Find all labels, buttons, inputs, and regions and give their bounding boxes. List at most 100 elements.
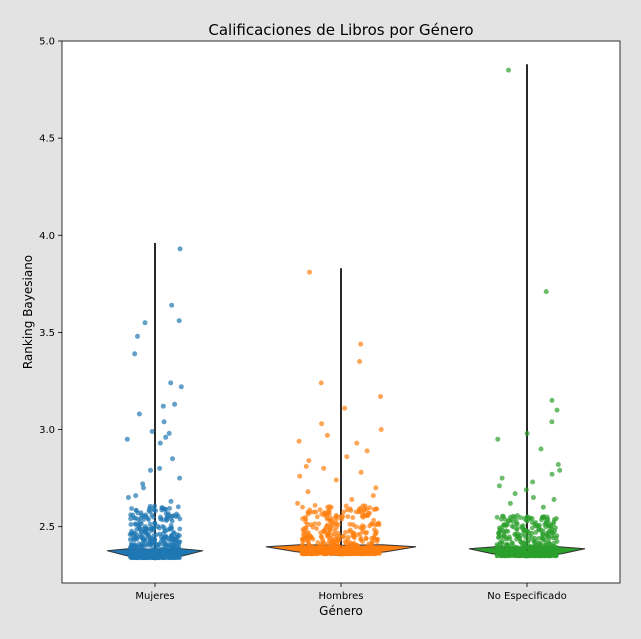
strip-point [333, 522, 339, 527]
strip-point [505, 518, 511, 524]
strip-point [541, 549, 547, 555]
outlier-point [136, 411, 142, 417]
outlier-point [557, 467, 563, 473]
strip-point [536, 523, 542, 529]
outlier-point [157, 465, 163, 471]
strip-point [334, 517, 339, 522]
outlier-point [358, 341, 364, 347]
strip-point [134, 527, 140, 532]
strip-point [309, 544, 315, 549]
outlier-point [295, 500, 301, 506]
strip-point [540, 528, 546, 534]
strip-point [372, 535, 377, 541]
strip-point [165, 535, 171, 541]
strip-point [172, 553, 178, 558]
x-tick-label: No Especificado [487, 591, 566, 602]
outlier-point [149, 429, 155, 434]
chart-title: Calificaciones de Libros por Género [208, 21, 473, 39]
strip-point [533, 520, 539, 525]
strip-point [134, 532, 140, 538]
y-tick-label: 4.0 [39, 231, 55, 242]
strip-point [321, 545, 327, 551]
strip-point [347, 506, 353, 512]
strip-point [359, 546, 364, 552]
strip-point [516, 550, 522, 556]
strip-point [543, 524, 549, 530]
strip-point [369, 541, 375, 547]
strip-point [317, 507, 323, 513]
strip-point [314, 546, 320, 551]
strip-point [322, 511, 328, 516]
outlier-point [540, 504, 546, 510]
strip-point [529, 531, 535, 536]
outlier-point [523, 487, 529, 493]
strip-point [341, 509, 346, 515]
strip-point [547, 546, 553, 552]
strip-point [355, 532, 360, 537]
strip-point [536, 543, 542, 549]
strip-point [152, 503, 158, 509]
strip-point [539, 514, 545, 520]
strip-point [532, 535, 538, 541]
outlier-point [177, 475, 183, 481]
outlier-point [349, 497, 355, 502]
strip-point [329, 547, 334, 553]
outlier-point [170, 456, 175, 462]
strip-point [164, 518, 169, 523]
strip-point [545, 517, 551, 522]
strip-point [351, 550, 356, 556]
strip-point [314, 514, 320, 520]
strip-point [326, 508, 332, 514]
strip-point [329, 541, 335, 546]
strip-point [299, 542, 305, 548]
strip-point [338, 550, 343, 555]
strip-point [174, 541, 180, 547]
strip-point [497, 532, 502, 537]
outlier-point [358, 469, 364, 475]
strip-point [151, 541, 157, 547]
strip-point [340, 533, 346, 539]
strip-point [129, 554, 135, 560]
strip-point [165, 553, 170, 558]
outlier-point [307, 269, 312, 275]
strip-point [335, 536, 341, 542]
outlier-point [166, 430, 172, 436]
y-tick-label: 4.5 [39, 134, 55, 145]
strip-point [535, 553, 540, 559]
strip-point [165, 511, 171, 516]
strip-point [511, 524, 516, 530]
strip-point [343, 529, 348, 535]
outlier-point [370, 493, 376, 499]
strip-point [513, 531, 519, 537]
strip-point [514, 521, 520, 526]
strip-point [510, 546, 515, 552]
outlier-point [133, 493, 139, 499]
strip-point [335, 530, 341, 536]
strip-point [316, 521, 322, 527]
strip-point [504, 542, 509, 548]
strip-point [533, 545, 538, 551]
outlier-point [124, 436, 130, 442]
y-axis: 2.5 3.0 3.5 4.0 4.5 5.0 [39, 37, 62, 533]
strip-point [177, 526, 183, 532]
strip-point [364, 530, 369, 535]
strip-point [141, 544, 147, 550]
outlier-point [140, 481, 146, 487]
outlier-point [551, 497, 557, 502]
outlier-point [554, 407, 560, 413]
strip-point [160, 551, 166, 556]
strip-point [501, 550, 506, 555]
strip-point [494, 514, 500, 520]
strip-point [159, 505, 165, 511]
strip-point [307, 534, 313, 540]
outlier-point [148, 467, 153, 473]
strip-point [155, 523, 161, 529]
strip-point [163, 506, 169, 512]
x-axis-title: Género [319, 604, 363, 618]
outlier-point [549, 419, 555, 425]
strip-point [148, 526, 154, 532]
outlier-point [530, 495, 536, 500]
outlier-point [132, 351, 138, 357]
strip-point [137, 547, 143, 553]
outlier-point [507, 500, 513, 506]
